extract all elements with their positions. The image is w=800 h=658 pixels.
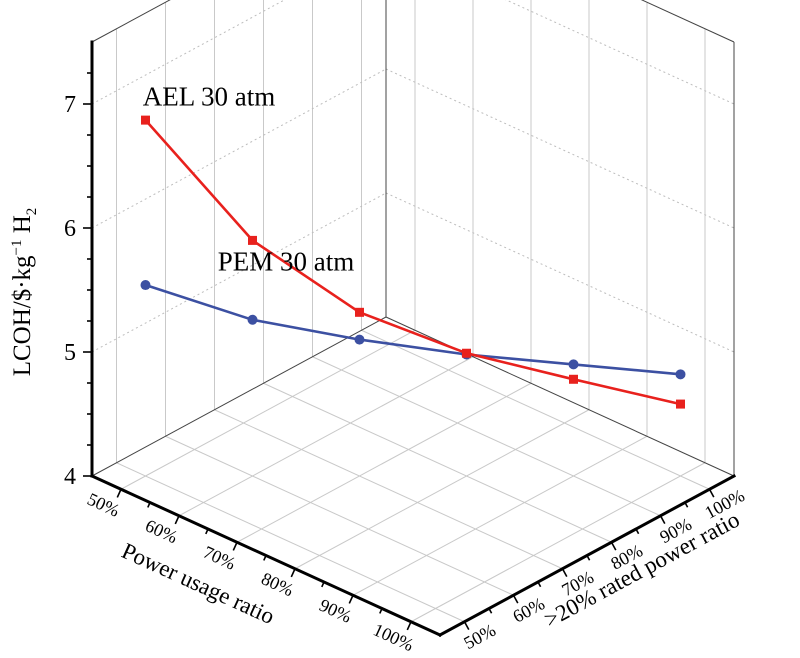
data-point-square xyxy=(141,115,150,125)
y-tick xyxy=(463,621,470,631)
series-label-pem: PEM 30 atm xyxy=(217,246,355,277)
data-point-circle xyxy=(247,314,258,325)
box-edges xyxy=(91,0,735,477)
box-edge xyxy=(91,316,387,477)
x-minor-tick xyxy=(263,555,267,561)
y-minor-tick xyxy=(537,581,542,588)
y-tick xyxy=(561,568,568,578)
x-tick-label: 70% xyxy=(200,542,238,574)
z-axis-title-text: LCOH/$·kg xyxy=(9,255,37,377)
grid-line xyxy=(116,462,465,623)
y-tick xyxy=(659,515,666,525)
y-minor-tick xyxy=(488,608,493,614)
data-point-circle xyxy=(140,280,151,291)
x-tick xyxy=(116,488,122,498)
z-axis-title-mid: H xyxy=(9,215,37,240)
grid-lines xyxy=(116,0,710,623)
x-minor-tick xyxy=(147,502,151,508)
z-tick-label: 4 xyxy=(64,464,76,490)
data-point-square xyxy=(569,374,578,384)
series-line xyxy=(144,119,681,406)
box-edge xyxy=(385,316,735,477)
y-minor-tick xyxy=(635,528,640,535)
x-tick xyxy=(174,515,180,525)
z-grid-lines xyxy=(91,0,735,353)
data-point-square xyxy=(355,307,364,317)
data-point-circle xyxy=(354,334,365,345)
grid-line xyxy=(165,435,514,596)
grid-line xyxy=(120,329,416,490)
x-tick-label: 50% xyxy=(84,489,122,521)
grid-line xyxy=(178,356,474,517)
x-minor-tick xyxy=(321,581,325,588)
y-minor-tick xyxy=(684,502,689,508)
z-axis-title-sup: −1 xyxy=(8,239,25,256)
box-edge xyxy=(640,0,735,43)
grid-line xyxy=(410,462,706,623)
grid-line xyxy=(294,409,590,570)
grid-line xyxy=(263,382,612,543)
data-point-square xyxy=(676,399,685,409)
z-tick-label: 7 xyxy=(64,92,76,118)
grid-line xyxy=(312,356,661,517)
x-tick xyxy=(232,541,238,551)
y-minor-tick xyxy=(586,555,591,561)
grid-line xyxy=(505,0,735,105)
data-point-circle xyxy=(675,369,686,380)
x-minor-tick xyxy=(379,608,383,614)
z-tick-label: 5 xyxy=(64,340,76,366)
z-axis-title-sub: 2 xyxy=(24,207,41,216)
z-tick-label: 6 xyxy=(64,216,76,242)
tick-marks xyxy=(83,72,715,631)
x-tick-label: 80% xyxy=(258,568,296,600)
grid-line xyxy=(385,192,735,353)
grid-line xyxy=(91,192,387,353)
y-tick xyxy=(512,594,519,604)
data-point-circle xyxy=(568,359,579,370)
series-line xyxy=(145,283,681,376)
y-tick xyxy=(610,541,617,551)
x-tick-label: 60% xyxy=(142,515,180,547)
grid-line xyxy=(214,409,563,570)
box-edge xyxy=(91,0,171,43)
series xyxy=(140,115,686,409)
x-tick-label: 90% xyxy=(316,595,354,627)
grid-line xyxy=(236,382,532,543)
grid-line xyxy=(352,435,648,596)
x-tick xyxy=(348,594,354,604)
grid-line xyxy=(91,0,286,105)
data-point-square xyxy=(248,235,257,245)
y-tick xyxy=(708,488,715,498)
data-point-square xyxy=(462,348,471,358)
z-axis-title: LCOH/$·kg−1 H2 xyxy=(9,208,41,377)
grid-line xyxy=(361,329,710,490)
series-label-ael: AEL 30 atm xyxy=(142,81,276,112)
grid-line xyxy=(91,68,387,229)
grid-line xyxy=(385,68,735,229)
x-tick xyxy=(406,621,412,631)
x-tick xyxy=(290,568,296,578)
x-minor-tick xyxy=(205,528,209,535)
